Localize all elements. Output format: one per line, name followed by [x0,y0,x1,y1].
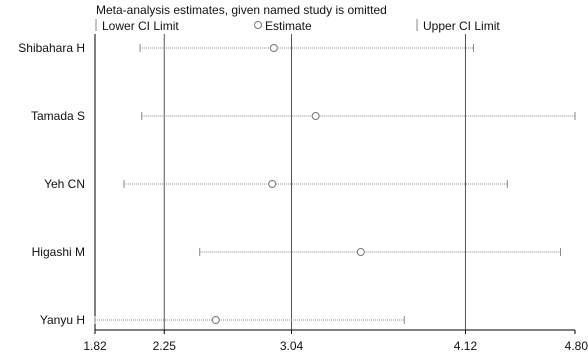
study-row: Shibahara H [18,41,475,55]
chart-title: Meta-analysis estimates, given named stu… [96,3,387,17]
study-label: Shibahara H [18,41,85,55]
legend-upper-label: Upper CI Limit [423,19,500,33]
study-label: Higashi M [32,245,85,259]
legend-estimate-label: Estimate [265,19,312,33]
x-tick-label: 3.04 [280,339,304,353]
x-axis-ticks: 1.82 2.25 3.04 4.12 4.80 [83,330,588,353]
estimate-marker [211,316,220,324]
legend-lower-label: Lower CI Limit [102,19,179,33]
x-tick-label: 2.25 [153,339,177,353]
study-label: Tamada S [31,109,85,123]
x-tick-label: 4.80 [565,339,588,353]
x-tick-label: 1.82 [83,339,107,353]
plot-area: 1.82 2.25 3.04 4.12 4.80 Shibahara H Tamada S… [18,34,588,353]
study-row: Yanyu H [40,313,405,327]
study-rows: Shibahara H Tamada S Yeh CN Higashi M Yanyu … [18,41,576,327]
estimate-marker [269,44,278,52]
study-row: Tamada S [31,109,576,123]
legend: Lower CI Limit Estimate Upper CI Limit [95,19,500,33]
estimate-marker [356,248,365,256]
estimate-marker [311,112,320,120]
reference-lines [163,34,466,330]
estimate-marker [268,180,277,188]
legend-estimate-marker [254,21,262,29]
study-label: Yeh CN [44,177,85,191]
study-label: Yanyu H [40,313,85,327]
study-row: Yeh CN [44,177,508,191]
x-tick-label: 4.12 [454,339,478,353]
study-row: Higashi M [32,245,562,259]
